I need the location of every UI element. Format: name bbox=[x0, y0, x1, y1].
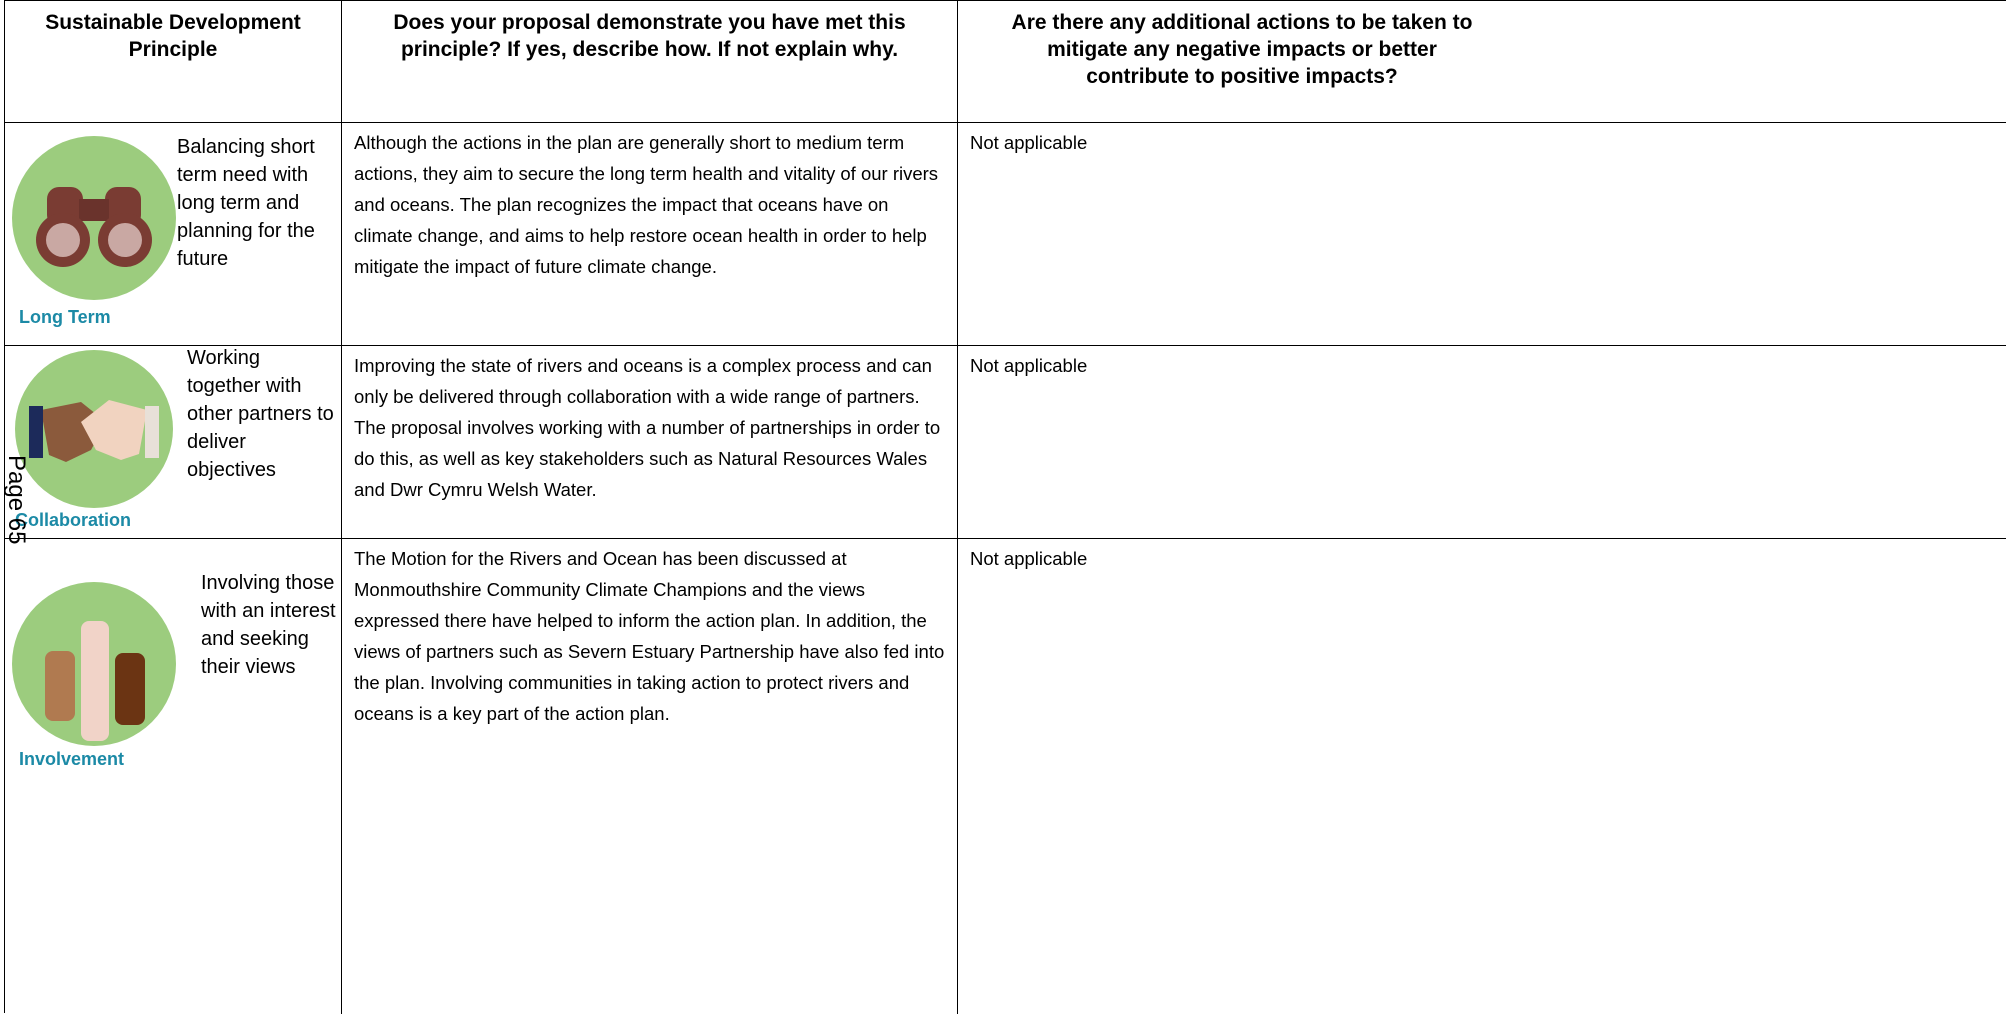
principle-cell: Involvement Involving those with an inte… bbox=[5, 539, 342, 1014]
page-number: Page 65 bbox=[2, 455, 30, 544]
actions-cell: Not applicable bbox=[958, 346, 2006, 539]
page: {"header": ["Sustainable Development Pri… bbox=[0, 0, 2006, 1013]
principle-text: Involving those with an interest and see… bbox=[201, 569, 337, 681]
icon-label: Involvement bbox=[19, 749, 124, 770]
header-cell: Are there any additional actions to be t… bbox=[958, 1, 2006, 123]
header-cell: Sustainable Development Principle bbox=[5, 1, 342, 123]
header-cell: Does your proposal demonstrate you have … bbox=[342, 1, 958, 123]
answer-cell: Improving the state of rivers and oceans… bbox=[342, 346, 958, 539]
answer-cell: The Motion for the Rivers and Ocean has … bbox=[342, 539, 958, 1014]
actions-cell: Not applicable bbox=[958, 539, 2006, 1014]
principle-cell: Long Term Balancing short term need with… bbox=[5, 123, 342, 346]
actions-cell: Not applicable bbox=[958, 123, 2006, 346]
answer-cell: Although the actions in the plan are gen… bbox=[342, 123, 958, 346]
table: Sustainable Development Principle Does y… bbox=[4, 0, 2006, 1013]
long-term-icon bbox=[11, 135, 177, 301]
principle-text: Working together with other partners to … bbox=[187, 344, 337, 484]
principle-cell: Collaboration Working together with othe… bbox=[5, 346, 342, 539]
icon-label: Collaboration bbox=[15, 510, 131, 531]
icon-label: Long Term bbox=[19, 307, 111, 328]
principle-text: Balancing short term need with long term… bbox=[177, 133, 337, 273]
collaboration-icon bbox=[11, 350, 177, 508]
involvement-icon bbox=[11, 581, 177, 747]
